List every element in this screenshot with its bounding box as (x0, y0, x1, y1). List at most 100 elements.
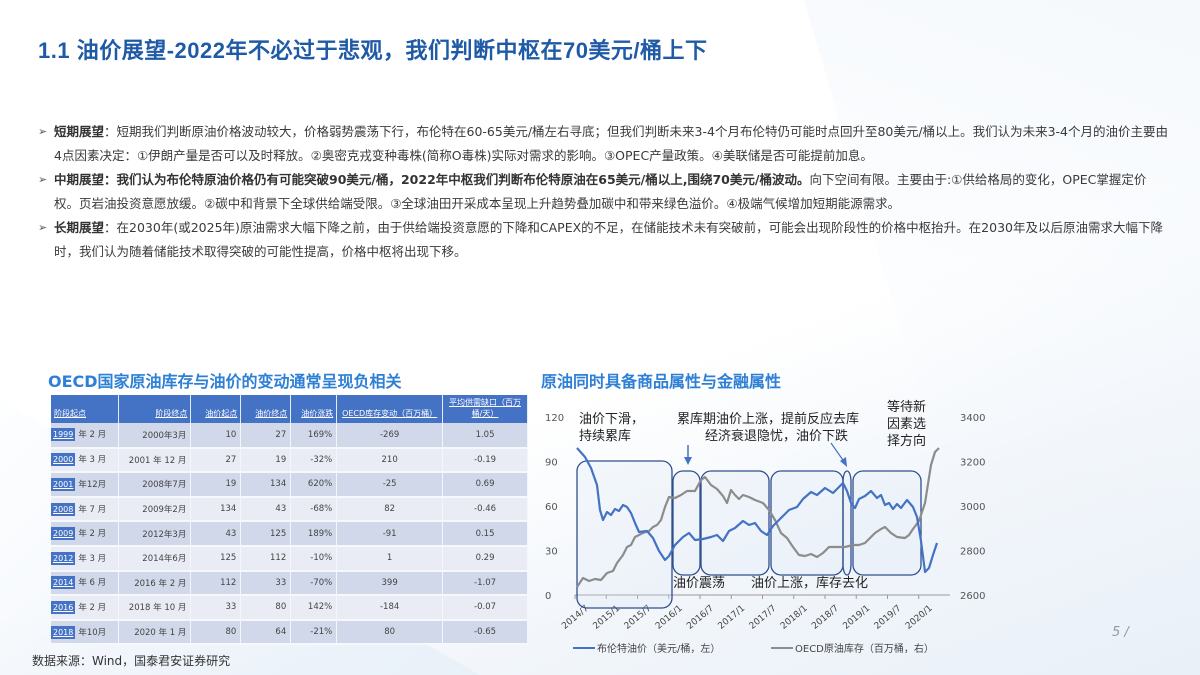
bullet-lead: 中期展望 (54, 172, 105, 187)
table-row: 1999 年 2 月 2000年3月 10 27 169% -269 1.05 (51, 423, 528, 449)
arrow-icon (840, 457, 847, 467)
phase-box (576, 460, 673, 609)
start-month: 年 7 月 (78, 504, 107, 515)
cell-end: 2016 年 2 月 (118, 570, 192, 597)
cell-start: 2012 年 3 月 (51, 545, 120, 572)
cell-supply-gap: 0.69 (442, 472, 528, 498)
annotation-text: 油价震荡 (673, 576, 725, 591)
arrow-bullet-icon: ➢ (38, 173, 48, 186)
slide-title: 1.1 油价展望-2022年不必过于悲观，我们判断中枢在70美元/桶上下 (38, 38, 708, 63)
cell-inventory-change: 1 (336, 545, 444, 572)
bullet-short-term: ➢ 短期展望：短期我们判断原油价格波动较大，价格弱势震荡下行，布伦特在60-65… (38, 120, 1168, 168)
cell-price-end: 27 (240, 423, 292, 449)
y-right-tick: 3400 (960, 413, 985, 424)
cell-price-start: 10 (190, 423, 242, 449)
cell-end: 2008年7月 (118, 472, 192, 498)
x-tick: 2018/7 (810, 604, 841, 632)
table-row: 2009 年 2 月 2012年3月 43 125 189% -91 0.15 (51, 521, 528, 547)
table-row: 2008 年 7 月 2009年2月 134 43 -68% 82 -0.46 (51, 496, 528, 523)
col-header: 平均供需缺口（百万桶/天） (442, 395, 528, 423)
phase-box (770, 470, 844, 576)
x-tick: 2019/1 (841, 604, 872, 632)
legend-label-oecd: OECD原油库存（百万桶，右） (795, 642, 934, 655)
annotation-text: 择方向 (887, 433, 926, 449)
table-row: 2000 年 3 月 2001 年 12 月 27 19 -32% 210 -0.19 (51, 447, 528, 474)
col-header: 油价终点 (240, 395, 292, 423)
table-row: 2014 年 6 月 2016 年 2 月 112 33 -70% 399 -1.07 (51, 570, 528, 597)
start-year: 2012 (51, 551, 76, 565)
cell-inventory-change: 399 (336, 570, 444, 597)
cell-start: 2008 年 7 月 (51, 496, 120, 523)
cell-start: 2009 年 2 月 (51, 521, 120, 547)
cell-inventory-change: -184 (336, 595, 444, 621)
x-tick: 2019/7 (873, 604, 904, 632)
cell-price-change: -68% (290, 496, 338, 523)
y-left-tick: 60 (545, 502, 558, 513)
phase-box (672, 470, 701, 576)
cell-supply-gap: 0.15 (442, 521, 528, 547)
cell-end: 2000年3月 (118, 423, 192, 449)
col-header: OECD库存变动（百万桶） (336, 395, 444, 423)
cell-price-change: -21% (290, 619, 338, 646)
start-month: 年12月 (78, 479, 107, 490)
start-month: 年 6 月 (78, 578, 107, 589)
start-month: 年 2 月 (78, 602, 107, 613)
bullet-text: 向下空间有限。主要由于:①供给格局的变化，OPEC掌握定价权。页岩油投资意愿放缓… (54, 172, 1147, 211)
table-row: 2016 年 2 月 2018 年 10 月 33 80 142% -184 -0.07 (51, 595, 528, 621)
x-tick: 2017/7 (748, 604, 779, 632)
cell-price-end: 80 (240, 595, 292, 621)
oecd-inventory-line (576, 447, 940, 588)
x-tick: 2018/1 (779, 604, 810, 632)
cell-inventory-change: 210 (336, 447, 444, 474)
cell-price-end: 64 (240, 619, 292, 646)
legend-label-brent: 布伦特油价（美元/桶，左） (597, 642, 720, 655)
cell-start: 1999 年 2 月 (51, 423, 120, 449)
cell-price-change: -32% (290, 447, 338, 474)
bullet-text: ：在2030年(或2025年)原油需求大幅下降之前，由于供给端投资意愿的下降和C… (54, 220, 1163, 259)
annotation-text: 因素选 (887, 417, 926, 432)
y-right-tick: 3000 (960, 502, 985, 513)
table-header-row: 阶段起点 阶段终点 油价起点 油价终点 油价涨跌 OECD库存变动（百万桶） 平… (51, 395, 528, 423)
bullet-list: ➢ 短期展望：短期我们判断原油价格波动较大，价格弱势震荡下行，布伦特在60-65… (38, 120, 1168, 264)
start-year: 2000 (51, 453, 76, 467)
start-year: 2018 (51, 625, 76, 639)
bullet-mid-term: ➢ 中期展望：我们认为布伦特原油价格仍有可能突破90美元/桶，2022年中枢我们… (38, 168, 1168, 216)
table-title: OECD国家原油库存与油价的变动通常呈现负相关 (48, 372, 402, 391)
cell-end: 2012年3月 (118, 521, 192, 547)
start-month: 年 2 月 (78, 430, 107, 441)
start-year: 2001 (51, 477, 76, 491)
cell-start: 2014 年 6 月 (51, 570, 120, 597)
cell-price-start: 27 (190, 447, 242, 474)
cell-inventory-change: -269 (336, 423, 444, 449)
cell-price-change: 620% (290, 472, 338, 498)
col-header: 阶段终点 (118, 395, 192, 423)
col-header: 油价涨跌 (290, 395, 338, 423)
chart-lines (576, 447, 940, 588)
cell-end: 2009年2月 (118, 496, 192, 523)
cell-supply-gap: -0.65 (442, 619, 528, 646)
bullet-text: ：短期我们判断原油价格波动较大，价格弱势震荡下行，布伦特在60-65美元/桶左右… (54, 124, 1169, 163)
cell-price-change: 142% (290, 595, 338, 621)
cell-start: 2000 年 3 月 (51, 447, 120, 474)
y-right-tick: 3200 (960, 458, 985, 469)
start-year: 2008 (51, 502, 76, 516)
annotation-text: 等待新 (887, 399, 926, 415)
annotation-text: 经济衰退隐忧，油价下跌 (705, 428, 848, 444)
chart-title: 原油同时具备商品属性与金融属性 (541, 372, 782, 391)
table-row: 2001 年12月 2008年7月 19 134 620% -25 0.69 (51, 472, 528, 498)
cell-price-end: 134 (240, 472, 292, 498)
bullet-lead: 短期展望 (54, 124, 105, 139)
cell-supply-gap: -0.07 (442, 595, 528, 621)
cell-supply-gap: -1.07 (442, 570, 528, 597)
cell-price-start: 33 (190, 595, 242, 621)
brent-price-line (576, 447, 939, 574)
arrow-bullet-icon: ➢ (38, 221, 48, 234)
y-left-tick: 30 (545, 547, 558, 558)
bullet-lead: 长期展望 (54, 220, 105, 235)
cell-price-change: 189% (290, 521, 338, 547)
cell-price-start: 19 (190, 472, 242, 498)
page-number: 5 / (1112, 625, 1129, 640)
x-tick: 2016/7 (685, 604, 716, 632)
y-left-tick: 120 (545, 413, 564, 424)
